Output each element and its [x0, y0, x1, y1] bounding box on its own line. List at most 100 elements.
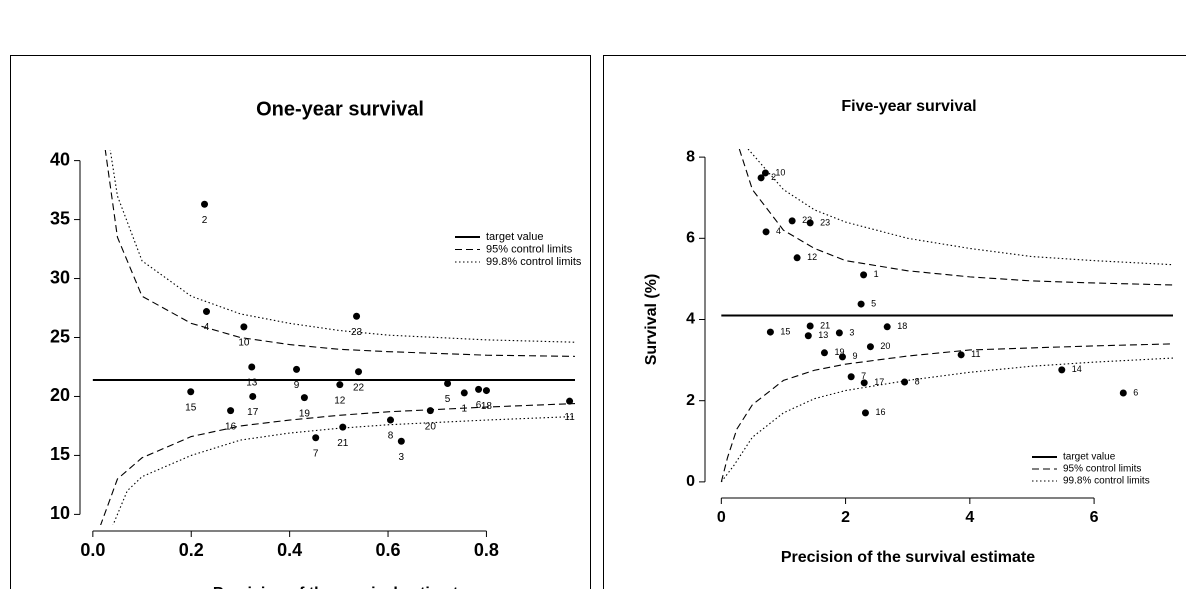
data-point [426, 407, 434, 415]
y-tick-label: 40 [50, 149, 70, 169]
data-point [240, 323, 248, 331]
data-point [757, 174, 765, 182]
point-label: 6 [476, 400, 482, 411]
data-point [353, 312, 361, 320]
point-label: 5 [871, 298, 876, 308]
x-tick-label: 6 [1090, 509, 1099, 526]
legend-label: target value [486, 231, 543, 243]
data-point [248, 363, 256, 371]
data-point [762, 228, 770, 236]
x-axis-label: Precision of the survival estimate [781, 549, 1035, 566]
data-point [201, 200, 209, 208]
point-label: 16 [875, 407, 885, 417]
x-tick-label: 0 [717, 509, 726, 526]
y-tick-label: 35 [50, 208, 70, 228]
data-point [835, 329, 843, 337]
point-label: 18 [897, 321, 907, 331]
data-point [957, 351, 965, 359]
data-point [806, 322, 814, 330]
x-tick-label: 0.8 [474, 540, 499, 560]
data-point [861, 409, 869, 417]
panel-frame [603, 55, 1186, 589]
data-point [806, 219, 814, 227]
data-point [227, 407, 235, 415]
funnel-line [738, 149, 1173, 286]
point-label: 3 [849, 327, 854, 337]
point-label: 21 [820, 320, 830, 330]
data-point [901, 378, 909, 386]
data-point [444, 379, 452, 387]
legend-label: 99.8% control limits [1063, 476, 1150, 487]
point-label: 22 [802, 215, 812, 225]
y-tick-label: 20 [50, 385, 70, 405]
point-label: 10 [238, 338, 250, 349]
point-label: 17 [874, 377, 884, 387]
y-tick-label: 30 [50, 267, 70, 287]
plot-area [92, 150, 575, 525]
y-tick-label: 15 [50, 444, 70, 464]
data-point [788, 217, 796, 225]
funnel-line [100, 402, 575, 525]
y-tick-label: 2 [686, 392, 695, 409]
funnel-line [112, 415, 575, 525]
data-point [312, 434, 320, 442]
point-label: 7 [861, 371, 866, 381]
x-tick-label: 2 [841, 509, 850, 526]
point-label: 8 [915, 376, 920, 386]
y-tick-label: 4 [686, 311, 695, 328]
data-point [860, 271, 868, 279]
x-tick-label: 4 [965, 509, 974, 526]
data-point [187, 388, 195, 396]
funnel-line [104, 150, 575, 357]
funnel-line [109, 150, 575, 343]
point-label: 2 [771, 172, 776, 182]
point-label: 1 [874, 269, 879, 279]
point-label: 20 [425, 421, 437, 432]
legend-label: target value [1063, 452, 1116, 463]
y-tick-label: 0 [686, 473, 695, 490]
x-axis-label: Precision of the survival estimate [213, 585, 467, 589]
point-label: 12 [334, 395, 346, 406]
panel-label: (b) [705, 8, 728, 29]
point-label: 21 [337, 438, 349, 449]
x-tick-label: 0.4 [277, 540, 302, 560]
y-tick-label: 10 [50, 503, 70, 523]
data-point [482, 387, 490, 395]
point-label: 18 [481, 401, 493, 412]
point-label: 13 [818, 330, 828, 340]
funnel-line [747, 149, 1173, 266]
chart-title: One-year survival [256, 98, 424, 120]
point-label: 15 [780, 326, 790, 336]
data-point [793, 254, 801, 262]
data-point [397, 437, 405, 445]
data-point [860, 379, 868, 387]
data-point [202, 308, 210, 316]
x-tick-label: 0.0 [80, 540, 105, 560]
y-axis-label: Survival (%) [643, 274, 660, 366]
point-label: 8 [388, 431, 394, 442]
data-point [766, 328, 774, 336]
point-label: 9 [852, 351, 857, 361]
data-point [804, 332, 812, 340]
data-point [387, 416, 394, 424]
plot-area [720, 149, 1173, 483]
point-label: 23 [351, 327, 363, 338]
point-label: 23 [820, 217, 830, 227]
y-tick-label: 6 [686, 230, 695, 247]
panel-a: (a) One-year survival Precision of the sur… [50, 8, 582, 589]
panel-label: (a) [86, 8, 108, 29]
point-label: 7 [313, 448, 319, 459]
point-label: 22 [353, 382, 365, 393]
data-point [300, 394, 308, 402]
point-label: 2 [202, 215, 208, 226]
legend-label: 95% control limits [486, 243, 573, 255]
data-point [866, 343, 874, 351]
point-label: 19 [834, 347, 844, 357]
data-point [847, 373, 855, 381]
panel-frame [10, 55, 591, 589]
point-label: 12 [807, 252, 817, 262]
point-label: 15 [185, 402, 197, 413]
point-label: 10 [775, 167, 785, 177]
